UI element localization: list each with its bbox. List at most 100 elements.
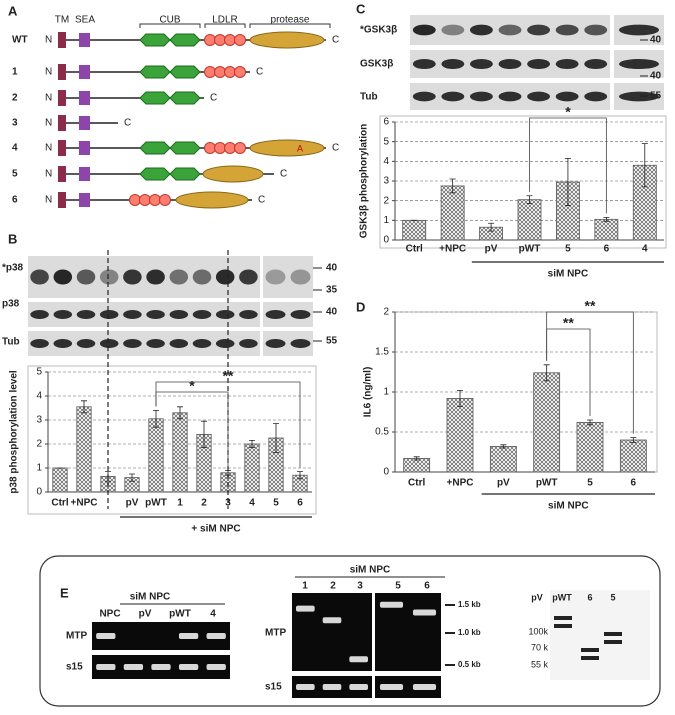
cub-domain: [139, 167, 171, 181]
group-label: + siM NPC: [191, 524, 240, 535]
blot: [263, 256, 313, 298]
error-bar: [177, 406, 183, 420]
marker-label: 55: [326, 336, 338, 347]
band: [169, 310, 189, 319]
gel-band: [379, 601, 404, 608]
panel-label: B: [8, 231, 17, 246]
y-tick-label: 0: [36, 487, 42, 498]
gel-band: [412, 609, 437, 616]
x-tick-label: 4: [249, 498, 255, 509]
blot-row-label: GSK3β: [360, 59, 393, 70]
band: [239, 339, 258, 348]
cub-domain: [169, 91, 201, 105]
y-tick-label: 0: [383, 235, 389, 246]
x-tick-label: +NPC: [447, 478, 474, 489]
bar: [402, 219, 427, 241]
marker-label: 55 k: [531, 659, 549, 669]
band: [290, 269, 311, 285]
cub-domain: [139, 33, 171, 47]
error-bar: [297, 471, 303, 480]
gel-band: [151, 664, 171, 670]
bar: [148, 418, 164, 493]
gel-band: [178, 633, 199, 639]
band: [412, 91, 436, 102]
y-tick-label: 1: [383, 387, 389, 398]
bar: [576, 421, 604, 473]
band: [527, 91, 550, 102]
c-terminus: C: [280, 169, 287, 180]
band: [53, 339, 73, 348]
protease-domain: [249, 139, 325, 157]
x-tick-label: +NPC: [439, 244, 466, 255]
error-bar: [526, 195, 533, 205]
protease-domain: [249, 31, 325, 49]
n-terminus: N: [45, 35, 52, 46]
panel-label: D: [356, 299, 365, 314]
bar: [52, 467, 68, 493]
bar: [244, 443, 260, 493]
gel-band: [206, 664, 226, 670]
error-bar: [630, 437, 637, 443]
x-tick-label: 6: [297, 498, 303, 509]
ldlr-domain: [204, 34, 216, 46]
c-terminus: C: [332, 143, 339, 154]
sea-domain: [79, 116, 90, 130]
error-bar: [587, 419, 593, 426]
group-label: siM NPC: [350, 565, 391, 576]
sea-domain: [79, 65, 90, 79]
cub-domain: [139, 91, 171, 105]
error-bar: [641, 143, 648, 188]
sea-domain: [79, 91, 90, 105]
row-label: MTP: [265, 628, 286, 639]
marker-label: 55: [650, 91, 662, 102]
lane-label: pV: [139, 609, 152, 620]
band: [619, 58, 659, 70]
x-tick-label: pWT: [145, 498, 167, 509]
x-tick-label: 2: [201, 498, 207, 509]
x-tick-label: +NPC: [71, 498, 98, 509]
lane-label: 2: [330, 581, 336, 592]
y-axis-label: GSK3β phosphorylation: [359, 124, 370, 238]
band: [584, 58, 608, 70]
error-bar: [488, 222, 495, 232]
band: [30, 339, 49, 348]
band: [123, 269, 142, 285]
error-bar: [249, 440, 255, 448]
band: [441, 58, 465, 70]
tm-domain: [58, 32, 66, 48]
marker-label: 35: [326, 285, 338, 296]
x-tick-label: 6: [604, 244, 610, 255]
lane-label: 6: [587, 592, 592, 602]
ldlr-domain: [224, 66, 236, 78]
ldlr-domain: [224, 142, 236, 154]
band: [412, 58, 436, 70]
row-label: 4: [12, 143, 18, 154]
band: [290, 310, 311, 319]
marker-label: 1.0 kb: [458, 628, 481, 637]
band: [619, 24, 659, 36]
bar: [440, 185, 465, 241]
band: [192, 269, 212, 285]
band: [584, 24, 608, 36]
tm-domain: [58, 192, 66, 208]
row-label: 3: [12, 118, 18, 129]
western-band: [604, 632, 622, 636]
error-bar: [273, 423, 279, 453]
lane-label: pWT: [169, 609, 191, 620]
band: [123, 310, 142, 319]
western-band: [581, 648, 599, 652]
gel-band: [379, 684, 404, 690]
group-label: siM NPC: [130, 592, 171, 603]
domain-header: protease: [271, 15, 310, 26]
panel-e-frame: [39, 555, 661, 707]
gel-band: [206, 633, 226, 639]
tm-domain: [58, 90, 66, 106]
ldlr-domain: [129, 194, 141, 206]
x-tick-label: Ctrl: [406, 244, 423, 255]
lane-label: pV: [531, 592, 543, 602]
error-bar: [413, 456, 420, 461]
gel-band: [322, 684, 342, 690]
significance-bracket: [546, 311, 634, 434]
row-label: s15: [66, 662, 83, 673]
significance-label: **: [585, 298, 596, 314]
